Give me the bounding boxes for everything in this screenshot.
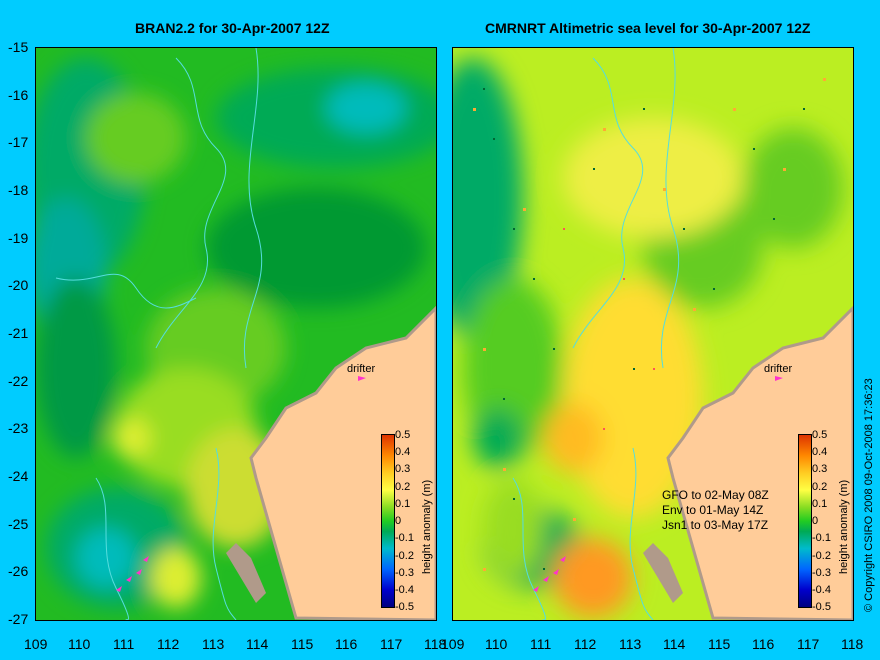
left-map-panel (35, 47, 437, 621)
lon-tick-label: 115 (291, 636, 314, 652)
lat-tick-label: -21 (8, 325, 29, 341)
colorbar-tick: -0.1 (395, 532, 414, 544)
lat-tick-label: -19 (8, 230, 29, 246)
lat-tick-label: -26 (8, 563, 29, 579)
lon-tick-label: 111 (113, 636, 135, 652)
colorbar-tick: -0.3 (812, 567, 831, 579)
colorbar-tick: 0 (812, 515, 819, 527)
altimeter-legend-line: Env to 01-May 14Z (662, 503, 764, 517)
colorbar-tick: -0.4 (812, 584, 831, 596)
right-drifter-label: drifter (764, 363, 793, 375)
lat-tick-label: -17 (8, 134, 29, 150)
lat-tick-label: -15 (8, 39, 29, 55)
copyright-timestamp: © Copyright CSIRO 2008 09-Oct-2008 17:36… (863, 378, 875, 612)
colorbar-tick: -0.2 (812, 550, 831, 562)
colorbar-tick: 0.1 (395, 498, 411, 510)
colorbar-tick: -0.5 (812, 601, 831, 613)
left-map-svg (36, 48, 436, 620)
lon-tick-label: 113 (202, 636, 225, 652)
colorbar-tick: -0.2 (395, 550, 414, 562)
lat-tick-label: -23 (8, 420, 29, 436)
lat-tick-label: -18 (8, 182, 29, 198)
right-map-panel (452, 47, 854, 621)
lon-tick-label: 117 (380, 636, 403, 652)
colorbar-label: height anomaly (m) (421, 479, 433, 574)
lon-tick-label: 116 (752, 636, 775, 652)
colorbar-tick: 0.3 (812, 463, 828, 475)
right-map-svg (453, 48, 853, 620)
left-height-field (36, 58, 436, 608)
altimeter-legend-line: Jsn1 to 03-May 17Z (662, 518, 769, 532)
lon-tick-label: 110 (485, 636, 508, 652)
lon-tick-label: 111 (530, 636, 552, 652)
lon-tick-label: 109 (441, 636, 465, 652)
colorbar-tick: -0.5 (395, 601, 414, 613)
right-altimeter-tracks (473, 78, 826, 571)
colorbar-tick: 0.2 (812, 481, 828, 493)
right-bathymetry-contours (512, 48, 680, 620)
lat-tick-label: -25 (8, 516, 29, 532)
lon-tick-label: 118 (841, 636, 864, 652)
lon-tick-label: 114 (663, 636, 686, 652)
lat-tick-label: -16 (8, 87, 29, 103)
colorbar-tick: 0.4 (395, 446, 411, 458)
colorbar-tick: -0.3 (395, 567, 414, 579)
colorbar-tick: 0.1 (812, 498, 828, 510)
lon-tick-label: 116 (335, 636, 358, 652)
lat-tick-label: -20 (8, 277, 29, 293)
lon-tick-label: 109 (24, 636, 48, 652)
colorbar-tick: 0.4 (812, 446, 828, 458)
left-drifter-arrows (116, 376, 366, 592)
lon-tick-label: 113 (619, 636, 642, 652)
colorbar-tick: 0.3 (395, 463, 411, 475)
left-bathymetry-contours (55, 48, 263, 620)
colorbar-tick: 0.5 (395, 429, 411, 441)
lon-tick-label: 112 (157, 636, 180, 652)
colorbar-label: height anomaly (m) (838, 479, 850, 574)
lat-tick-label: -27 (8, 611, 29, 627)
lon-tick-label: 112 (574, 636, 597, 652)
lon-tick-label: 117 (797, 636, 820, 652)
right-drifter-arrows (533, 376, 783, 592)
right-colorbar (798, 434, 812, 608)
lon-tick-label: 110 (68, 636, 91, 652)
left-panel-title: BRAN2.2 for 30-Apr-2007 12Z (135, 20, 330, 36)
left-colorbar (381, 434, 395, 608)
colorbar-tick: -0.4 (395, 584, 414, 596)
lat-tick-label: -24 (8, 468, 29, 484)
left-drifter-label: drifter (347, 363, 376, 375)
colorbar-tick: 0.5 (812, 429, 828, 441)
altimeter-legend-line: GFO to 02-May 08Z (662, 488, 769, 502)
lon-tick-label: 114 (246, 636, 269, 652)
colorbar-tick: 0 (395, 515, 402, 527)
colorbar-tick: -0.1 (812, 532, 831, 544)
colorbar-tick: 0.2 (395, 481, 411, 493)
right-panel-title: CMRNRT Altimetric sea level for 30-Apr-2… (485, 20, 811, 36)
lon-tick-label: 118 (424, 636, 447, 652)
lat-tick-label: -22 (8, 373, 29, 389)
lon-tick-label: 115 (708, 636, 731, 652)
